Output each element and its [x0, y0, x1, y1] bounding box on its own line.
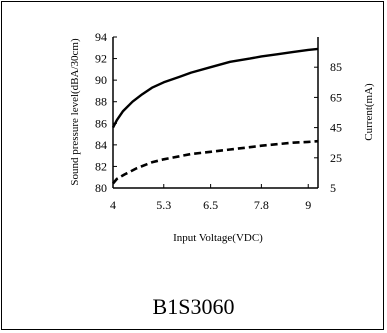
- y-right-tick-label: 65: [330, 90, 342, 104]
- y-left-tick-label: 90: [95, 73, 107, 87]
- y-left-tick-label: 88: [95, 95, 107, 109]
- figure-frame: [1, 1, 384, 330]
- x-tick-label: 9: [305, 198, 311, 212]
- y-right-tick-label: 45: [330, 121, 342, 135]
- y-left-tick-label: 92: [95, 52, 107, 66]
- sound-pressure-series-line: [111, 47, 319, 129]
- y-left-tick-label: 84: [95, 138, 107, 152]
- x-tick-label: 6.5: [203, 198, 218, 212]
- y-left-tick-label: 80: [95, 181, 107, 195]
- x-tick-label: 4: [110, 198, 116, 212]
- model-caption: B1S3060: [152, 294, 235, 319]
- y-left-tick-label: 86: [95, 116, 107, 130]
- y-right-tick-label: 5: [330, 181, 336, 195]
- y-right-tick-label: 25: [330, 151, 342, 165]
- y-left-axis-label: Sound pressure level(dBA/30cm): [69, 38, 81, 186]
- x-tick-label: 5.3: [156, 198, 171, 212]
- x-axis-label: Input Voltage(VDC): [173, 232, 263, 244]
- current-series-line: [112, 139, 319, 185]
- x-tick-label: 7.8: [254, 198, 269, 212]
- y-left-tick-label: 82: [95, 159, 107, 173]
- y-right-tick-label: 85: [330, 60, 342, 74]
- y-right-axis-label: Current(mA): [363, 83, 375, 141]
- y-left-tick-label: 94: [95, 30, 107, 44]
